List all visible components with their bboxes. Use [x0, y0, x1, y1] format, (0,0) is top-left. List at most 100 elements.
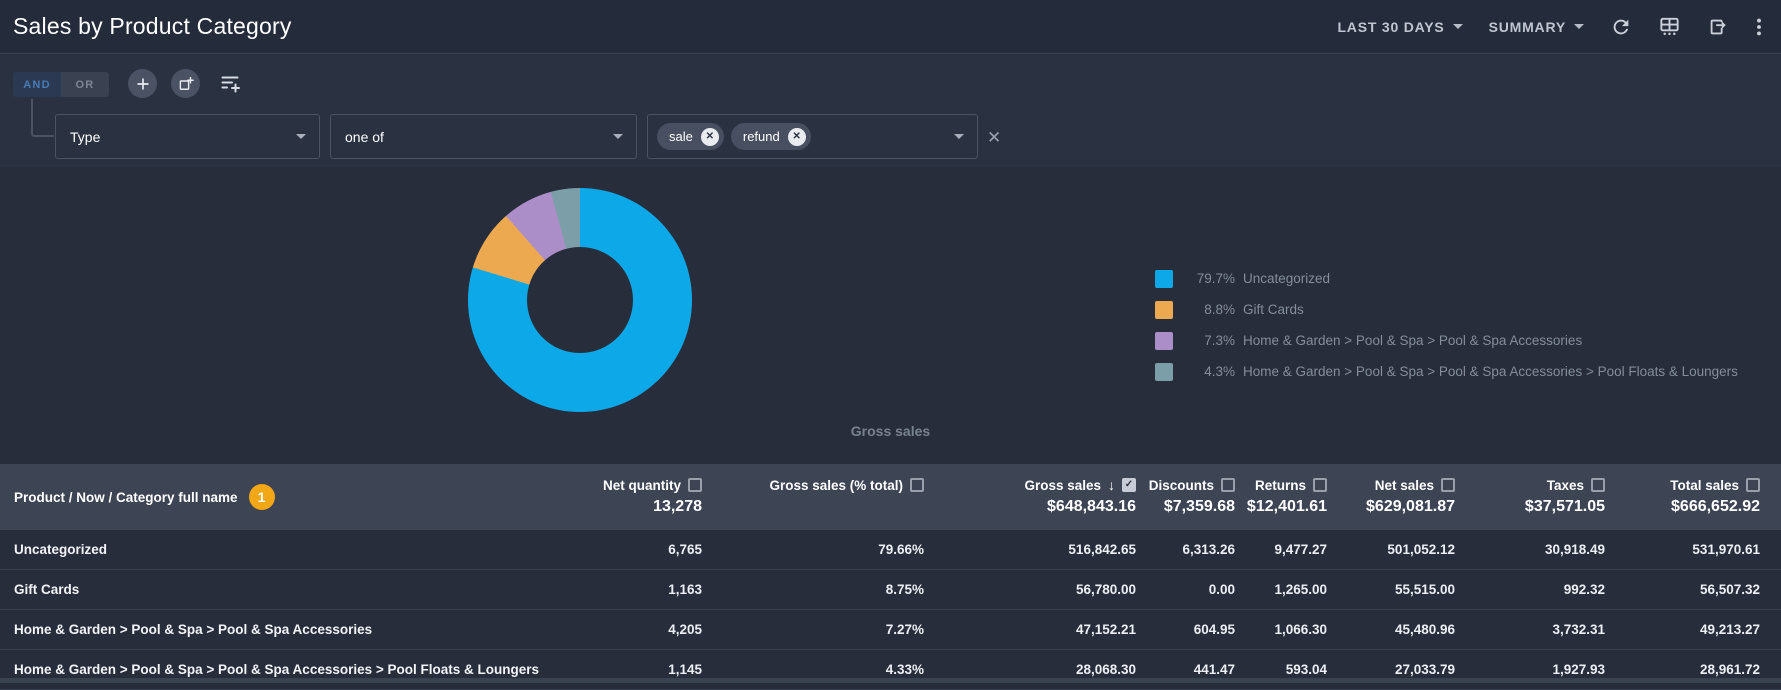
chip-label: refund	[742, 129, 780, 144]
legend-percent: 8.8%	[1204, 302, 1235, 317]
column-header-product[interactable]: Product / Now / Category full name 1	[0, 464, 572, 530]
row-value: 1,265.00	[1274, 582, 1327, 597]
logic-and-button[interactable]: AND	[13, 72, 61, 97]
table-icon	[1660, 17, 1679, 36]
legend-label: Home & Garden > Pool & Spa > Pool & Spa …	[1243, 333, 1583, 348]
filter-values-select[interactable]: sale ✕ refund ✕	[647, 114, 978, 159]
column-checkbox[interactable]	[1746, 478, 1760, 492]
plus-icon	[136, 77, 149, 90]
column-header[interactable]: Returns $12,401.61	[1235, 464, 1327, 530]
table-row[interactable]: Home & Garden > Pool & Spa > Pool & Spa …	[0, 650, 1781, 690]
date-range-label: LAST 30 DAYS	[1337, 18, 1445, 35]
column-total: $629,081.87	[1366, 497, 1455, 515]
legend-item[interactable]: 7.3% Home & Garden > Pool & Spa > Pool & …	[1155, 325, 1738, 356]
column-header[interactable]: Gross sales (% total)	[702, 464, 924, 530]
filter-field-select[interactable]: Type	[55, 114, 320, 159]
row-value: 531,970.61	[1692, 542, 1760, 557]
filter-values-list: sale ✕ refund ✕	[657, 123, 811, 150]
table-row[interactable]: Uncategorized 6,765 79.66% 516,842.65 6,313.…	[0, 530, 1781, 570]
legend-swatch	[1155, 269, 1173, 288]
column-header-label: Net sales	[1374, 477, 1434, 493]
donut-chart[interactable]	[468, 188, 692, 412]
column-total: $12,401.61	[1246, 497, 1327, 515]
filter-value-chip[interactable]: refund ✕	[730, 123, 811, 150]
column-header[interactable]: Discounts $7,359.68	[1136, 464, 1235, 530]
column-checkbox[interactable]	[910, 478, 924, 492]
legend-percent: 7.3%	[1204, 333, 1235, 348]
column-checkbox[interactable]	[1122, 478, 1136, 492]
legend-label: Uncategorized	[1243, 271, 1331, 286]
row-value: 47,152.21	[1075, 622, 1136, 637]
column-header-label-line: Taxes	[1547, 478, 1605, 493]
table-body: Uncategorized 6,765 79.66% 516,842.65 6,313.…	[0, 530, 1781, 690]
table-row[interactable]: Home & Garden > Pool & Spa > Pool & Spa …	[0, 610, 1781, 650]
column-total: $37,571.05	[1524, 497, 1605, 515]
legend-label: Gift Cards	[1243, 302, 1304, 317]
column-checkbox[interactable]	[1441, 478, 1455, 492]
row-value: 1,066.30	[1274, 622, 1327, 637]
row-value: 4.33%	[885, 662, 924, 677]
column-header-label: Taxes	[1546, 477, 1584, 493]
row-value: 1,163	[668, 582, 702, 597]
row-value: 0.00	[1208, 582, 1235, 597]
filter-operator-select[interactable]: one of	[330, 114, 637, 159]
refresh-button[interactable]	[1610, 16, 1632, 38]
filter-value-chip[interactable]: sale ✕	[657, 123, 724, 150]
row-category-name: Home & Garden > Pool & Spa > Pool & Spa …	[14, 622, 373, 637]
horizontal-scrollbar[interactable]	[0, 678, 1781, 683]
chevron-down-icon	[1574, 24, 1584, 29]
product-column-label: Product / Now / Category full name	[14, 489, 238, 505]
more-options-button[interactable]	[1755, 16, 1763, 38]
export-button[interactable]	[1707, 16, 1729, 38]
table-header-row: Product / Now / Category full name 1 Net…	[0, 464, 1781, 530]
chip-remove-icon[interactable]: ✕	[700, 127, 719, 146]
column-header-label-line: Gross sales (% total)	[769, 478, 924, 493]
row-value: 3,732.31	[1552, 622, 1605, 637]
table-row[interactable]: Gift Cards 1,163 8.75% 56,780.00 0.00 1,265.0…	[0, 570, 1781, 610]
column-header[interactable]: Net sales $629,081.87	[1327, 464, 1455, 530]
column-checkbox[interactable]	[688, 478, 702, 492]
filter-count-badge[interactable]: 1	[248, 484, 275, 510]
chip-remove-icon[interactable]: ✕	[787, 127, 806, 146]
date-range-dropdown[interactable]: LAST 30 DAYS	[1337, 18, 1463, 35]
row-value: 6,765	[668, 542, 702, 557]
chevron-down-icon	[296, 134, 306, 139]
column-header[interactable]: Net quantity 13,278	[572, 464, 702, 530]
column-header[interactable]: Taxes $37,571.05	[1455, 464, 1605, 530]
column-header[interactable]: Total sales $666,652.92	[1605, 464, 1760, 530]
column-header[interactable]: Gross sales ↓ $648,843.16	[924, 464, 1136, 530]
add-filter-list-button[interactable]	[219, 71, 243, 95]
legend-percent: 4.3%	[1204, 364, 1235, 379]
legend-item[interactable]: 4.3% Home & Garden > Pool & Spa > Pool & …	[1155, 356, 1738, 387]
row-category-name: Gift Cards	[14, 582, 80, 597]
logic-or-button[interactable]: OR	[61, 72, 109, 97]
column-checkbox[interactable]	[1591, 478, 1605, 492]
column-header-label: Total sales	[1670, 477, 1739, 493]
table-view-button[interactable]	[1658, 15, 1681, 38]
legend-swatch	[1155, 331, 1173, 350]
remove-filter-button[interactable]: ✕	[983, 124, 1005, 152]
column-header-label: Returns	[1254, 477, 1306, 493]
column-total: 13,278	[653, 497, 702, 515]
add-filter-button[interactable]	[128, 69, 157, 98]
row-value: 501,052.12	[1387, 542, 1455, 557]
column-checkbox[interactable]	[1313, 478, 1327, 492]
add-filter-group-button[interactable]	[171, 69, 200, 98]
chevron-down-icon	[1452, 24, 1463, 29]
column-total: $7,359.68	[1163, 497, 1235, 515]
table-section: Product / Now / Category full name 1 Net…	[0, 464, 1781, 690]
chevron-down-icon	[613, 134, 623, 139]
column-header-label-line: Net quantity	[603, 478, 702, 493]
row-value: 56,780.00	[1075, 582, 1136, 597]
refresh-icon	[1613, 19, 1629, 34]
legend-item[interactable]: 79.7% Uncategorized	[1155, 263, 1738, 294]
kebab-menu-icon	[1757, 18, 1761, 35]
column-checkbox[interactable]	[1221, 478, 1235, 492]
column-header-label: Gross sales (% total)	[769, 477, 903, 493]
legend-item[interactable]: 8.8% Gift Cards	[1155, 294, 1738, 325]
chart-metric-label: Gross sales	[850, 423, 931, 439]
report-view-dropdown[interactable]: SUMMARY	[1489, 19, 1584, 35]
row-value: 49,213.27	[1699, 622, 1760, 637]
row-value: 516,842.65	[1068, 542, 1136, 557]
chart-legend: 79.7% Uncategorized 8.8% Gift Cards 7.3% Home…	[1155, 263, 1738, 387]
